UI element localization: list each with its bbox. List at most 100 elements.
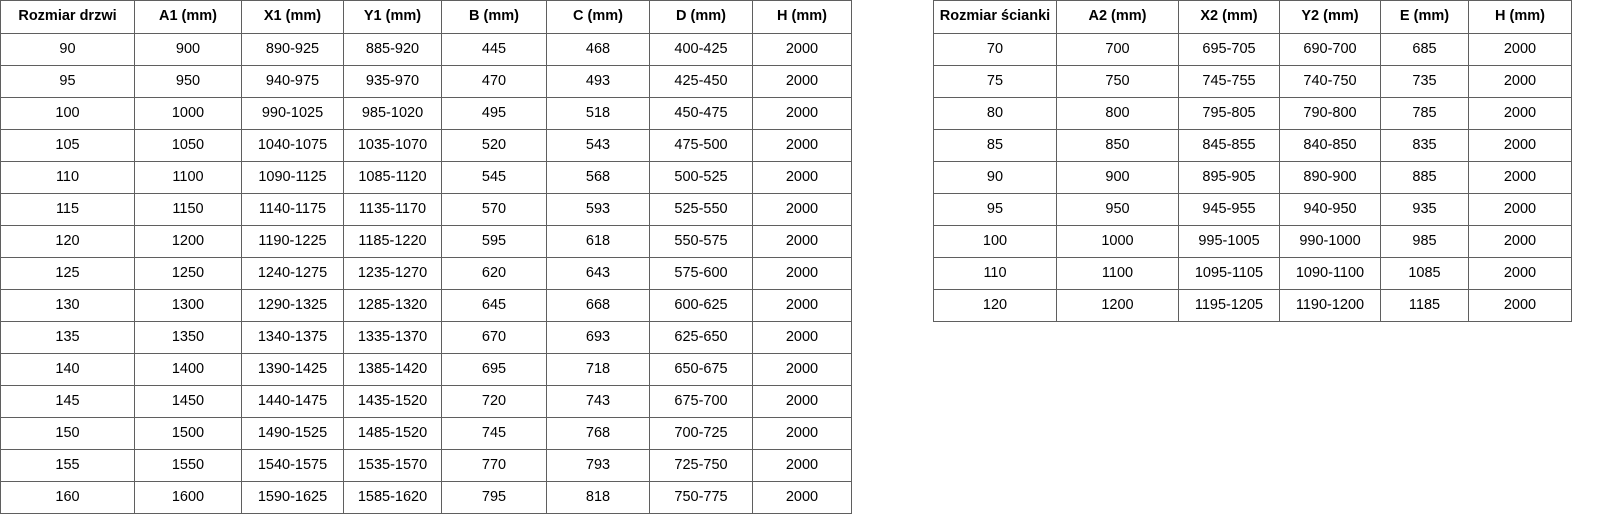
doors-cell: 520 [441, 129, 547, 162]
doors-cell: 675-700 [649, 385, 753, 418]
doors-cell: 618 [546, 225, 650, 258]
walls-cell: 2000 [1468, 225, 1572, 258]
walls-cell: 845-855 [1178, 129, 1280, 162]
walls-cell: 1190-1200 [1279, 289, 1381, 322]
doors-cell: 1450 [134, 385, 242, 418]
doors-cell: 495 [441, 97, 547, 130]
walls-col-header-h: H (mm) [1468, 0, 1572, 34]
doors-cell: 950 [134, 65, 242, 98]
doors-table-container: Rozmiar drzwi A1 (mm) X1 (mm) Y1 (mm) B … [0, 0, 852, 514]
doors-cell: 1190-1225 [241, 225, 344, 258]
walls-col-header-y2: Y2 (mm) [1279, 0, 1381, 34]
doors-col-header-x1: X1 (mm) [241, 0, 344, 34]
walls-cell: 900 [1056, 161, 1179, 194]
doors-cell: 818 [546, 481, 650, 514]
doors-col-header-y1: Y1 (mm) [343, 0, 442, 34]
walls-cell: 120 [933, 289, 1057, 322]
walls-table-header: Rozmiar ścianki A2 (mm) X2 (mm) Y2 (mm) … [933, 0, 1572, 34]
walls-cell: 990-1000 [1279, 225, 1381, 258]
walls-cell: 2000 [1468, 65, 1572, 98]
doors-cell: 693 [546, 321, 650, 354]
walls-cell: 1100 [1056, 257, 1179, 290]
doors-cell: 1000 [134, 97, 242, 130]
doors-cell: 130 [0, 289, 135, 322]
doors-cell: 743 [546, 385, 650, 418]
doors-cell: 593 [546, 193, 650, 226]
table-row: 75 750 745-755 740-750 735 2000 [933, 65, 1572, 98]
walls-cell: 785 [1380, 97, 1469, 130]
doors-cell: 720 [441, 385, 547, 418]
doors-cell: 1350 [134, 321, 242, 354]
doors-cell: 940-975 [241, 65, 344, 98]
walls-dimensions-table: Rozmiar ścianki A2 (mm) X2 (mm) Y2 (mm) … [933, 0, 1572, 322]
doors-cell: 120 [0, 225, 135, 258]
walls-cell: 745-755 [1178, 65, 1280, 98]
doors-cell: 643 [546, 257, 650, 290]
doors-cell: 620 [441, 257, 547, 290]
doors-cell: 470 [441, 65, 547, 98]
walls-cell: 1000 [1056, 225, 1179, 258]
walls-cell: 840-850 [1279, 129, 1381, 162]
doors-cell: 2000 [752, 289, 852, 322]
walls-cell: 890-900 [1279, 161, 1381, 194]
doors-cell: 475-500 [649, 129, 753, 162]
doors-col-header-size: Rozmiar drzwi [0, 0, 135, 34]
doors-cell: 718 [546, 353, 650, 386]
doors-cell: 2000 [752, 257, 852, 290]
doors-cell: 500-525 [649, 161, 753, 194]
doors-cell: 1285-1320 [343, 289, 442, 322]
walls-cell: 735 [1380, 65, 1469, 98]
doors-cell: 545 [441, 161, 547, 194]
table-row: 135 1350 1340-1375 1335-1370 670 693 625-650 20… [0, 321, 852, 354]
table-row: 90 900 895-905 890-900 885 2000 [933, 161, 1572, 194]
walls-cell: 885 [1380, 161, 1469, 194]
walls-cell: 850 [1056, 129, 1179, 162]
doors-cell: 1550 [134, 449, 242, 482]
doors-cell: 570 [441, 193, 547, 226]
walls-cell: 2000 [1468, 193, 1572, 226]
doors-col-header-a1: A1 (mm) [134, 0, 242, 34]
doors-cell: 115 [0, 193, 135, 226]
walls-cell: 2000 [1468, 289, 1572, 322]
walls-cell: 1085 [1380, 257, 1469, 290]
doors-table-header: Rozmiar drzwi A1 (mm) X1 (mm) Y1 (mm) B … [0, 0, 852, 34]
table-row: 95 950 945-955 940-950 935 2000 [933, 193, 1572, 226]
doors-cell: 900 [134, 33, 242, 66]
doors-col-header-b: B (mm) [441, 0, 547, 34]
doors-cell: 700-725 [649, 417, 753, 450]
table-row: 110 1100 1095-1105 1090-1100 1085 2000 [933, 257, 1572, 290]
doors-cell: 2000 [752, 385, 852, 418]
walls-cell: 1195-1205 [1178, 289, 1280, 322]
doors-cell: 1385-1420 [343, 353, 442, 386]
doors-cell: 155 [0, 449, 135, 482]
doors-cell: 1590-1625 [241, 481, 344, 514]
walls-col-header-e: E (mm) [1380, 0, 1469, 34]
walls-cell: 740-750 [1279, 65, 1381, 98]
doors-cell: 695 [441, 353, 547, 386]
doors-cell: 935-970 [343, 65, 442, 98]
walls-cell: 1200 [1056, 289, 1179, 322]
doors-cell: 1600 [134, 481, 242, 514]
doors-cell: 1290-1325 [241, 289, 344, 322]
doors-cell: 400-425 [649, 33, 753, 66]
doors-cell: 668 [546, 289, 650, 322]
walls-cell: 835 [1380, 129, 1469, 162]
doors-cell: 2000 [752, 417, 852, 450]
doors-cell: 1150 [134, 193, 242, 226]
doors-cell: 595 [441, 225, 547, 258]
doors-cell: 600-625 [649, 289, 753, 322]
doors-header-row: Rozmiar drzwi A1 (mm) X1 (mm) Y1 (mm) B … [0, 0, 852, 34]
doors-cell: 135 [0, 321, 135, 354]
doors-cell: 1440-1475 [241, 385, 344, 418]
doors-cell: 1535-1570 [343, 449, 442, 482]
doors-cell: 1140-1175 [241, 193, 344, 226]
doors-cell: 160 [0, 481, 135, 514]
walls-table-container: Rozmiar ścianki A2 (mm) X2 (mm) Y2 (mm) … [933, 0, 1572, 322]
doors-col-header-h: H (mm) [752, 0, 852, 34]
doors-cell: 2000 [752, 193, 852, 226]
doors-cell: 670 [441, 321, 547, 354]
table-row: 150 1500 1490-1525 1485-1520 745 768 700-725 20… [0, 417, 852, 450]
doors-cell: 140 [0, 353, 135, 386]
doors-cell: 625-650 [649, 321, 753, 354]
